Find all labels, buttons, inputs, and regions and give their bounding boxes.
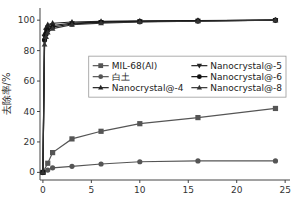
x-tick-label: 25 (279, 185, 290, 195)
data-point (273, 17, 279, 22)
data-point (69, 164, 74, 169)
y-tick (37, 20, 40, 21)
x-tick-label: 0 (40, 185, 46, 195)
data-point (273, 158, 278, 163)
data-point (40, 170, 45, 175)
y-tick-label: 40 (24, 107, 36, 117)
data-point (98, 129, 103, 134)
x-tick (236, 180, 237, 183)
data-point (137, 121, 142, 126)
data-point (195, 17, 201, 22)
data-point (98, 20, 104, 25)
data-point (69, 21, 75, 26)
legend-label: Nanocrystal@-6 (210, 72, 282, 82)
axes: 0 5 10 15 20 25 0 20 40 60 80 100 (18, 8, 291, 195)
data-point (50, 165, 55, 170)
legend-marker (98, 74, 103, 79)
y-tick (37, 141, 40, 142)
data-point (40, 169, 46, 174)
data-point (98, 20, 104, 25)
data-point (98, 20, 103, 25)
x-tick (139, 180, 140, 183)
data-point (195, 18, 201, 23)
y-tick-label: 80 (24, 46, 36, 56)
x-tick-label: 20 (231, 185, 243, 195)
legend-label: Nanocrystal@-4 (112, 83, 184, 93)
chart: 0510152025020406080100去除率/%MIL-68(Al)白土N… (0, 0, 300, 200)
y-tick (37, 50, 40, 51)
series (40, 106, 278, 175)
x-tick (188, 180, 189, 183)
y-tick (37, 81, 40, 82)
x-tick-label: 15 (183, 185, 194, 195)
series-line (43, 108, 276, 172)
legend-marker (197, 85, 202, 90)
data-point (42, 41, 48, 46)
data-point (69, 21, 74, 26)
data-point (98, 161, 103, 166)
data-point (40, 170, 45, 175)
legend-label: MIL-68(Al) (112, 61, 158, 71)
legend-box (89, 56, 286, 97)
legend-label: 白土 (112, 72, 130, 82)
data-point (137, 159, 142, 164)
x-tick-label: 10 (134, 185, 146, 195)
data-point (45, 161, 50, 166)
legend-marker (98, 63, 103, 68)
x-tick-label: 5 (88, 185, 94, 195)
x-tick (42, 180, 43, 183)
y-axis-line (40, 8, 41, 180)
legend-label: Nanocrystal@-8 (210, 83, 282, 93)
series-line (43, 161, 276, 172)
data-point (137, 19, 143, 24)
x-tick (91, 180, 92, 183)
legend: MIL-68(Al)白土Nanocrystal@-4 Nanocrystal@-5… (89, 56, 286, 97)
data-point (40, 169, 46, 174)
y-tick-label: 60 (24, 76, 36, 86)
x-axis-line (40, 180, 290, 181)
y-axis-label: 去除率/% (1, 73, 12, 116)
y-tick-label: 100 (18, 15, 35, 25)
x-tick (285, 180, 286, 183)
data-point (273, 106, 278, 111)
data-point (69, 22, 75, 27)
data-point (195, 158, 200, 163)
legend-label: Nanocrystal@-5 (210, 61, 282, 71)
legend-marker (98, 85, 103, 90)
legend-marker (197, 64, 202, 69)
data-point (40, 170, 45, 175)
data-point (43, 34, 49, 39)
series (40, 158, 278, 175)
data-point (195, 115, 200, 120)
data-point (50, 150, 55, 155)
y-tick-label: 20 (24, 137, 36, 147)
data-point (50, 25, 56, 30)
y-tick-label: 0 (29, 167, 35, 177)
data-point (69, 136, 74, 141)
data-point (45, 29, 51, 34)
data-point (45, 168, 50, 173)
y-tick (37, 172, 40, 173)
legend-marker (197, 74, 202, 79)
y-tick (37, 111, 40, 112)
